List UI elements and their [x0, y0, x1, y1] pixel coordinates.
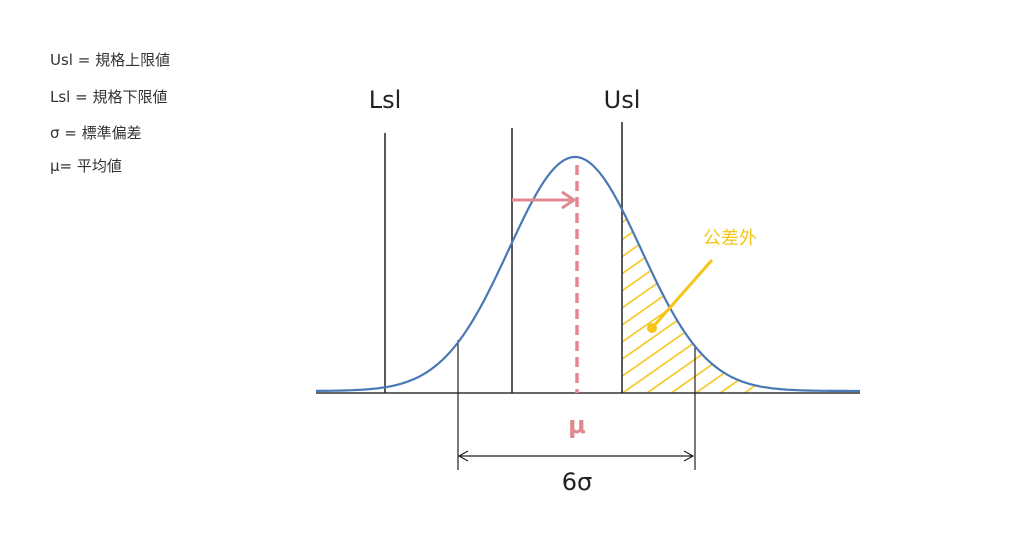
span-arrowheads	[457, 450, 695, 462]
six-sigma-label: 6σ	[562, 468, 592, 496]
legend-item: σ = 標準偏差	[50, 124, 142, 142]
out-of-tolerance-label: 公差外	[703, 228, 757, 249]
legend-item: μ= 平均値	[50, 157, 122, 175]
normal-curve	[316, 155, 860, 393]
mu-label: μ	[568, 411, 586, 439]
legend-item: Usl = 規格上限値	[50, 51, 170, 69]
legend-item: Lsl = 規格下限値	[50, 88, 167, 106]
usl-label: Usl	[604, 86, 641, 114]
lsl-label: Lsl	[369, 86, 402, 114]
shift-arrowhead	[561, 190, 577, 210]
pointer-line	[650, 259, 714, 329]
pointer-dot	[647, 323, 657, 333]
